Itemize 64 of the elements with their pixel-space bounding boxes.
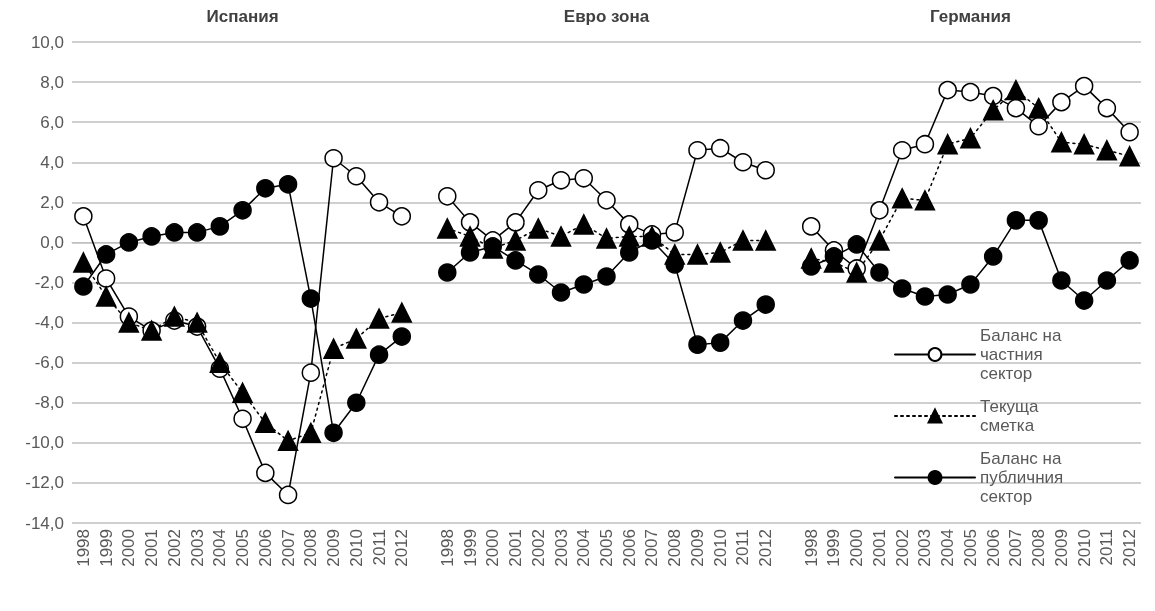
text: Германия bbox=[929, 6, 1011, 26]
x-tick-label: 1998 bbox=[801, 529, 821, 567]
x-tick-label: 2005 bbox=[233, 529, 253, 567]
x-tick-label: 2000 bbox=[119, 529, 139, 567]
y-tick-label: 6,0 bbox=[40, 112, 64, 132]
x-tick-label: 1998 bbox=[437, 529, 457, 567]
y-tick-label: -8,0 bbox=[34, 393, 64, 413]
y-tick-label: -4,0 bbox=[34, 313, 64, 333]
x-tick-label: 1999 bbox=[824, 529, 844, 567]
x-tick-label: 1999 bbox=[460, 529, 480, 567]
x-tick-label: 2004 bbox=[210, 529, 230, 567]
x-tick-label: 2010 bbox=[710, 529, 730, 567]
text: Испания bbox=[206, 6, 279, 26]
legend-label: Баланс на публичния сектор bbox=[980, 449, 1068, 506]
x-tick-label: 2011 bbox=[1097, 529, 1117, 566]
y-tick-label: -12,0 bbox=[25, 473, 64, 493]
legend-label: Баланс на частния сектор bbox=[980, 326, 1067, 383]
x-tick-label: 2005 bbox=[597, 529, 616, 567]
x-tick-label: 2012 bbox=[1120, 529, 1140, 567]
x-tick-label: 2004 bbox=[574, 529, 594, 567]
x-tick-label: 2005 bbox=[960, 529, 980, 567]
x-tick-label: 2006 bbox=[983, 529, 1003, 567]
x-tick-label: 2002 bbox=[164, 529, 184, 567]
x-tick-label: 2008 bbox=[301, 529, 321, 567]
x-tick-label: 2009 bbox=[1051, 529, 1071, 567]
x-tick-label: 2006 bbox=[255, 529, 275, 567]
x-tick-label: 2012 bbox=[756, 529, 776, 567]
x-tick-label: 2002 bbox=[528, 529, 548, 567]
text: Евро зона bbox=[563, 6, 650, 26]
x-tick-label: 2000 bbox=[847, 529, 867, 567]
x-tick-label: 2007 bbox=[642, 529, 662, 567]
y-tick-label: -6,0 bbox=[34, 353, 64, 373]
x-tick-label: 2007 bbox=[278, 529, 298, 567]
y-tick-label: -2,0 bbox=[34, 273, 64, 292]
x-tick-label: 2010 bbox=[346, 529, 366, 567]
x-tick-label: 2002 bbox=[892, 529, 912, 567]
x-tick-label: 2008 bbox=[1029, 529, 1049, 567]
x-tick-label: 2003 bbox=[187, 529, 207, 567]
x-tick-label: 2010 bbox=[1074, 529, 1094, 567]
y-tick-label: 0,0 bbox=[40, 232, 64, 252]
y-tick-label: -10,0 bbox=[25, 433, 64, 453]
legend-label: Текуща сметка bbox=[980, 397, 1044, 435]
y-tick-label: 4,0 bbox=[40, 152, 64, 172]
y-tick-label: 2,0 bbox=[40, 192, 64, 212]
x-tick-label: 2003 bbox=[551, 529, 571, 567]
x-tick-label: 1999 bbox=[96, 529, 116, 567]
x-tick-label: 2009 bbox=[687, 529, 707, 567]
x-tick-label: 2011 bbox=[369, 529, 389, 566]
x-tick-label: 1998 bbox=[73, 529, 93, 567]
x-tick-label: 2006 bbox=[619, 529, 639, 567]
x-tick-label: 2009 bbox=[324, 529, 344, 567]
x-tick-label: 2003 bbox=[915, 529, 935, 567]
x-tick-label: 2012 bbox=[392, 529, 412, 567]
y-tick-label: 8,0 bbox=[40, 72, 64, 92]
x-tick-label: 2001 bbox=[506, 529, 526, 567]
x-tick-label: 2001 bbox=[142, 529, 162, 567]
x-tick-label: 2000 bbox=[483, 529, 503, 567]
y-tick-label: 10,0 bbox=[30, 32, 64, 52]
x-tick-label: 2004 bbox=[938, 529, 958, 567]
x-tick-label: 2007 bbox=[1006, 529, 1026, 567]
x-tick-label: 2011 bbox=[733, 529, 753, 566]
y-tick-label: -14,0 bbox=[25, 513, 64, 533]
x-tick-label: 2008 bbox=[665, 529, 685, 567]
x-tick-label: 2001 bbox=[869, 529, 889, 567]
